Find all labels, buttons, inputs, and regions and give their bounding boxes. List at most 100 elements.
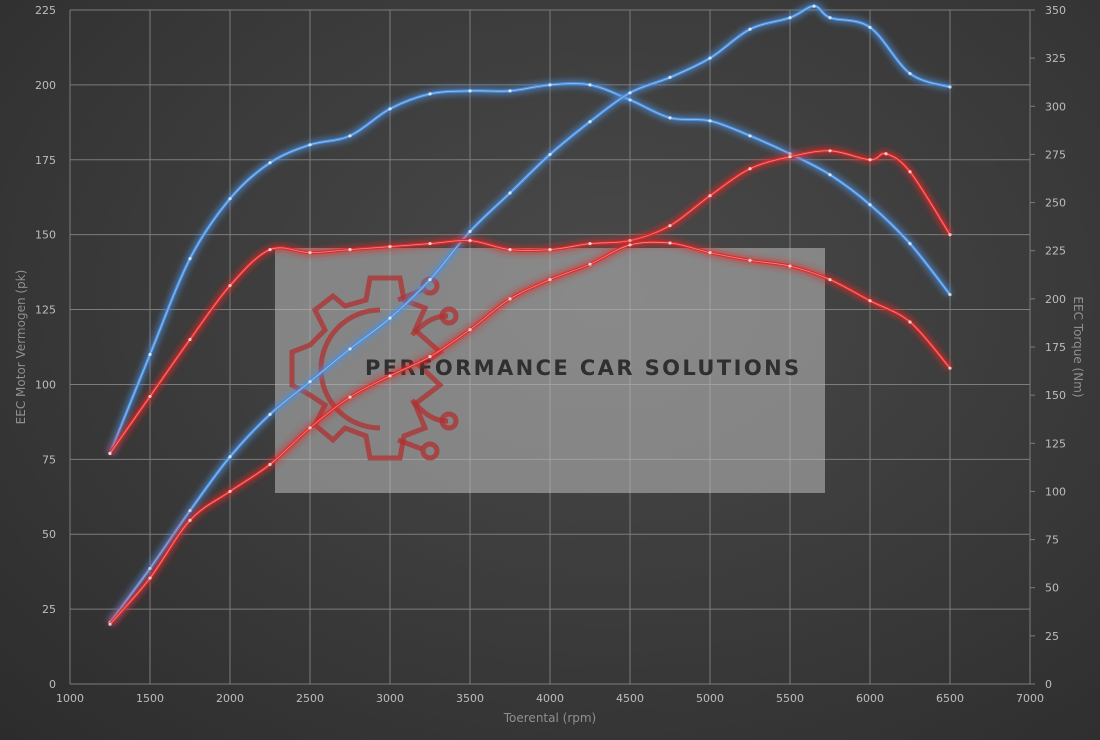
data-point [868, 25, 872, 29]
y-right-tick-label: 250 [1045, 197, 1066, 210]
series-line [108, 4, 951, 624]
y-right-tick-label: 325 [1045, 52, 1066, 65]
data-point [308, 251, 312, 255]
series-2 [106, 146, 954, 456]
data-point [948, 366, 952, 370]
data-point [188, 257, 192, 261]
data-point [828, 16, 832, 20]
data-point [868, 158, 872, 162]
y-right-axis-title: EEC Torque (Nm) [1071, 296, 1085, 397]
data-point [908, 320, 912, 324]
data-point [508, 248, 512, 252]
x-tick-label: 3500 [456, 692, 484, 705]
watermark: PERFORMANCE CAR SOLUTIONS [275, 248, 825, 493]
data-point [428, 242, 432, 246]
data-point [468, 239, 472, 243]
data-point [108, 451, 112, 455]
y-right-tick-label: 225 [1045, 245, 1066, 258]
y-right-tick-label: 200 [1045, 293, 1066, 306]
y-right-tick-label: 175 [1045, 341, 1066, 354]
data-point [428, 92, 432, 96]
data-point [548, 248, 552, 252]
x-tick-label: 1000 [56, 692, 84, 705]
data-point [308, 380, 312, 384]
y-left-tick-label: 50 [42, 528, 56, 541]
data-point [788, 155, 792, 159]
data-point [588, 120, 592, 124]
chart-series [106, 2, 954, 627]
data-point [148, 576, 152, 580]
series-highlight [109, 5, 951, 623]
data-point [908, 170, 912, 174]
data-point [428, 278, 432, 282]
data-point [628, 91, 632, 95]
data-point [388, 316, 392, 320]
data-point [228, 197, 232, 201]
x-tick-label: 2500 [296, 692, 324, 705]
data-point [548, 152, 552, 157]
data-point [188, 518, 192, 522]
data-point [828, 173, 832, 177]
data-point [348, 134, 352, 138]
data-point [812, 4, 816, 8]
y-left-tick-label: 0 [49, 678, 56, 691]
y-left-tick-label: 25 [42, 603, 56, 616]
data-point [228, 283, 232, 288]
y-left-tick-label: 100 [35, 378, 56, 391]
data-point [868, 203, 872, 207]
data-point [828, 149, 832, 153]
data-point [468, 229, 472, 234]
data-point [668, 241, 672, 245]
y-left-tick-label: 175 [35, 154, 56, 167]
y-right-tick-label: 0 [1045, 678, 1052, 691]
data-point [108, 622, 112, 626]
y-right-tick-label: 275 [1045, 148, 1066, 161]
axis-ticks: 1000 1500 2000 2500 3000 3500 4000 4500 5000 5500… [35, 4, 1066, 705]
y-right-tick-label: 150 [1045, 389, 1066, 402]
data-point [628, 98, 632, 102]
data-point [508, 89, 512, 93]
y-right-tick-label: 100 [1045, 485, 1066, 498]
data-point [148, 352, 152, 357]
data-point [868, 299, 872, 303]
x-tick-label: 5000 [696, 692, 724, 705]
data-point [748, 258, 752, 262]
data-point [188, 509, 192, 513]
y-left-axis-title: EEC Motor Vermogen (pk) [14, 270, 28, 425]
series-3 [106, 238, 954, 627]
x-tick-label: 1500 [136, 692, 164, 705]
y-left-tick-label: 225 [35, 4, 56, 17]
data-point [548, 83, 552, 87]
data-point [908, 242, 912, 246]
data-point [388, 107, 392, 111]
data-point [268, 412, 272, 416]
data-point [188, 337, 192, 342]
data-point [388, 374, 392, 378]
x-tick-label: 3000 [376, 692, 404, 705]
y-left-tick-label: 75 [42, 453, 56, 466]
data-point [668, 116, 672, 120]
data-point [668, 75, 672, 79]
data-point [948, 85, 952, 89]
data-point [748, 167, 752, 171]
x-tick-label: 4000 [536, 692, 564, 705]
data-point [588, 83, 592, 87]
data-point [908, 71, 912, 76]
x-tick-label: 5500 [776, 692, 804, 705]
series-1 [106, 2, 952, 625]
data-point [748, 134, 752, 138]
x-axis-title: Toerental (rpm) [503, 711, 596, 725]
y-left-tick-label: 125 [35, 304, 56, 317]
data-point [708, 119, 712, 123]
data-point [308, 426, 312, 430]
data-point [228, 455, 232, 459]
data-point [268, 161, 272, 165]
data-point [788, 16, 792, 20]
y-right-tick-label: 25 [1045, 630, 1059, 643]
data-point [708, 56, 712, 60]
data-point [628, 243, 632, 247]
data-point [388, 245, 392, 249]
x-tick-label: 7000 [1016, 692, 1044, 705]
data-point [948, 233, 952, 237]
